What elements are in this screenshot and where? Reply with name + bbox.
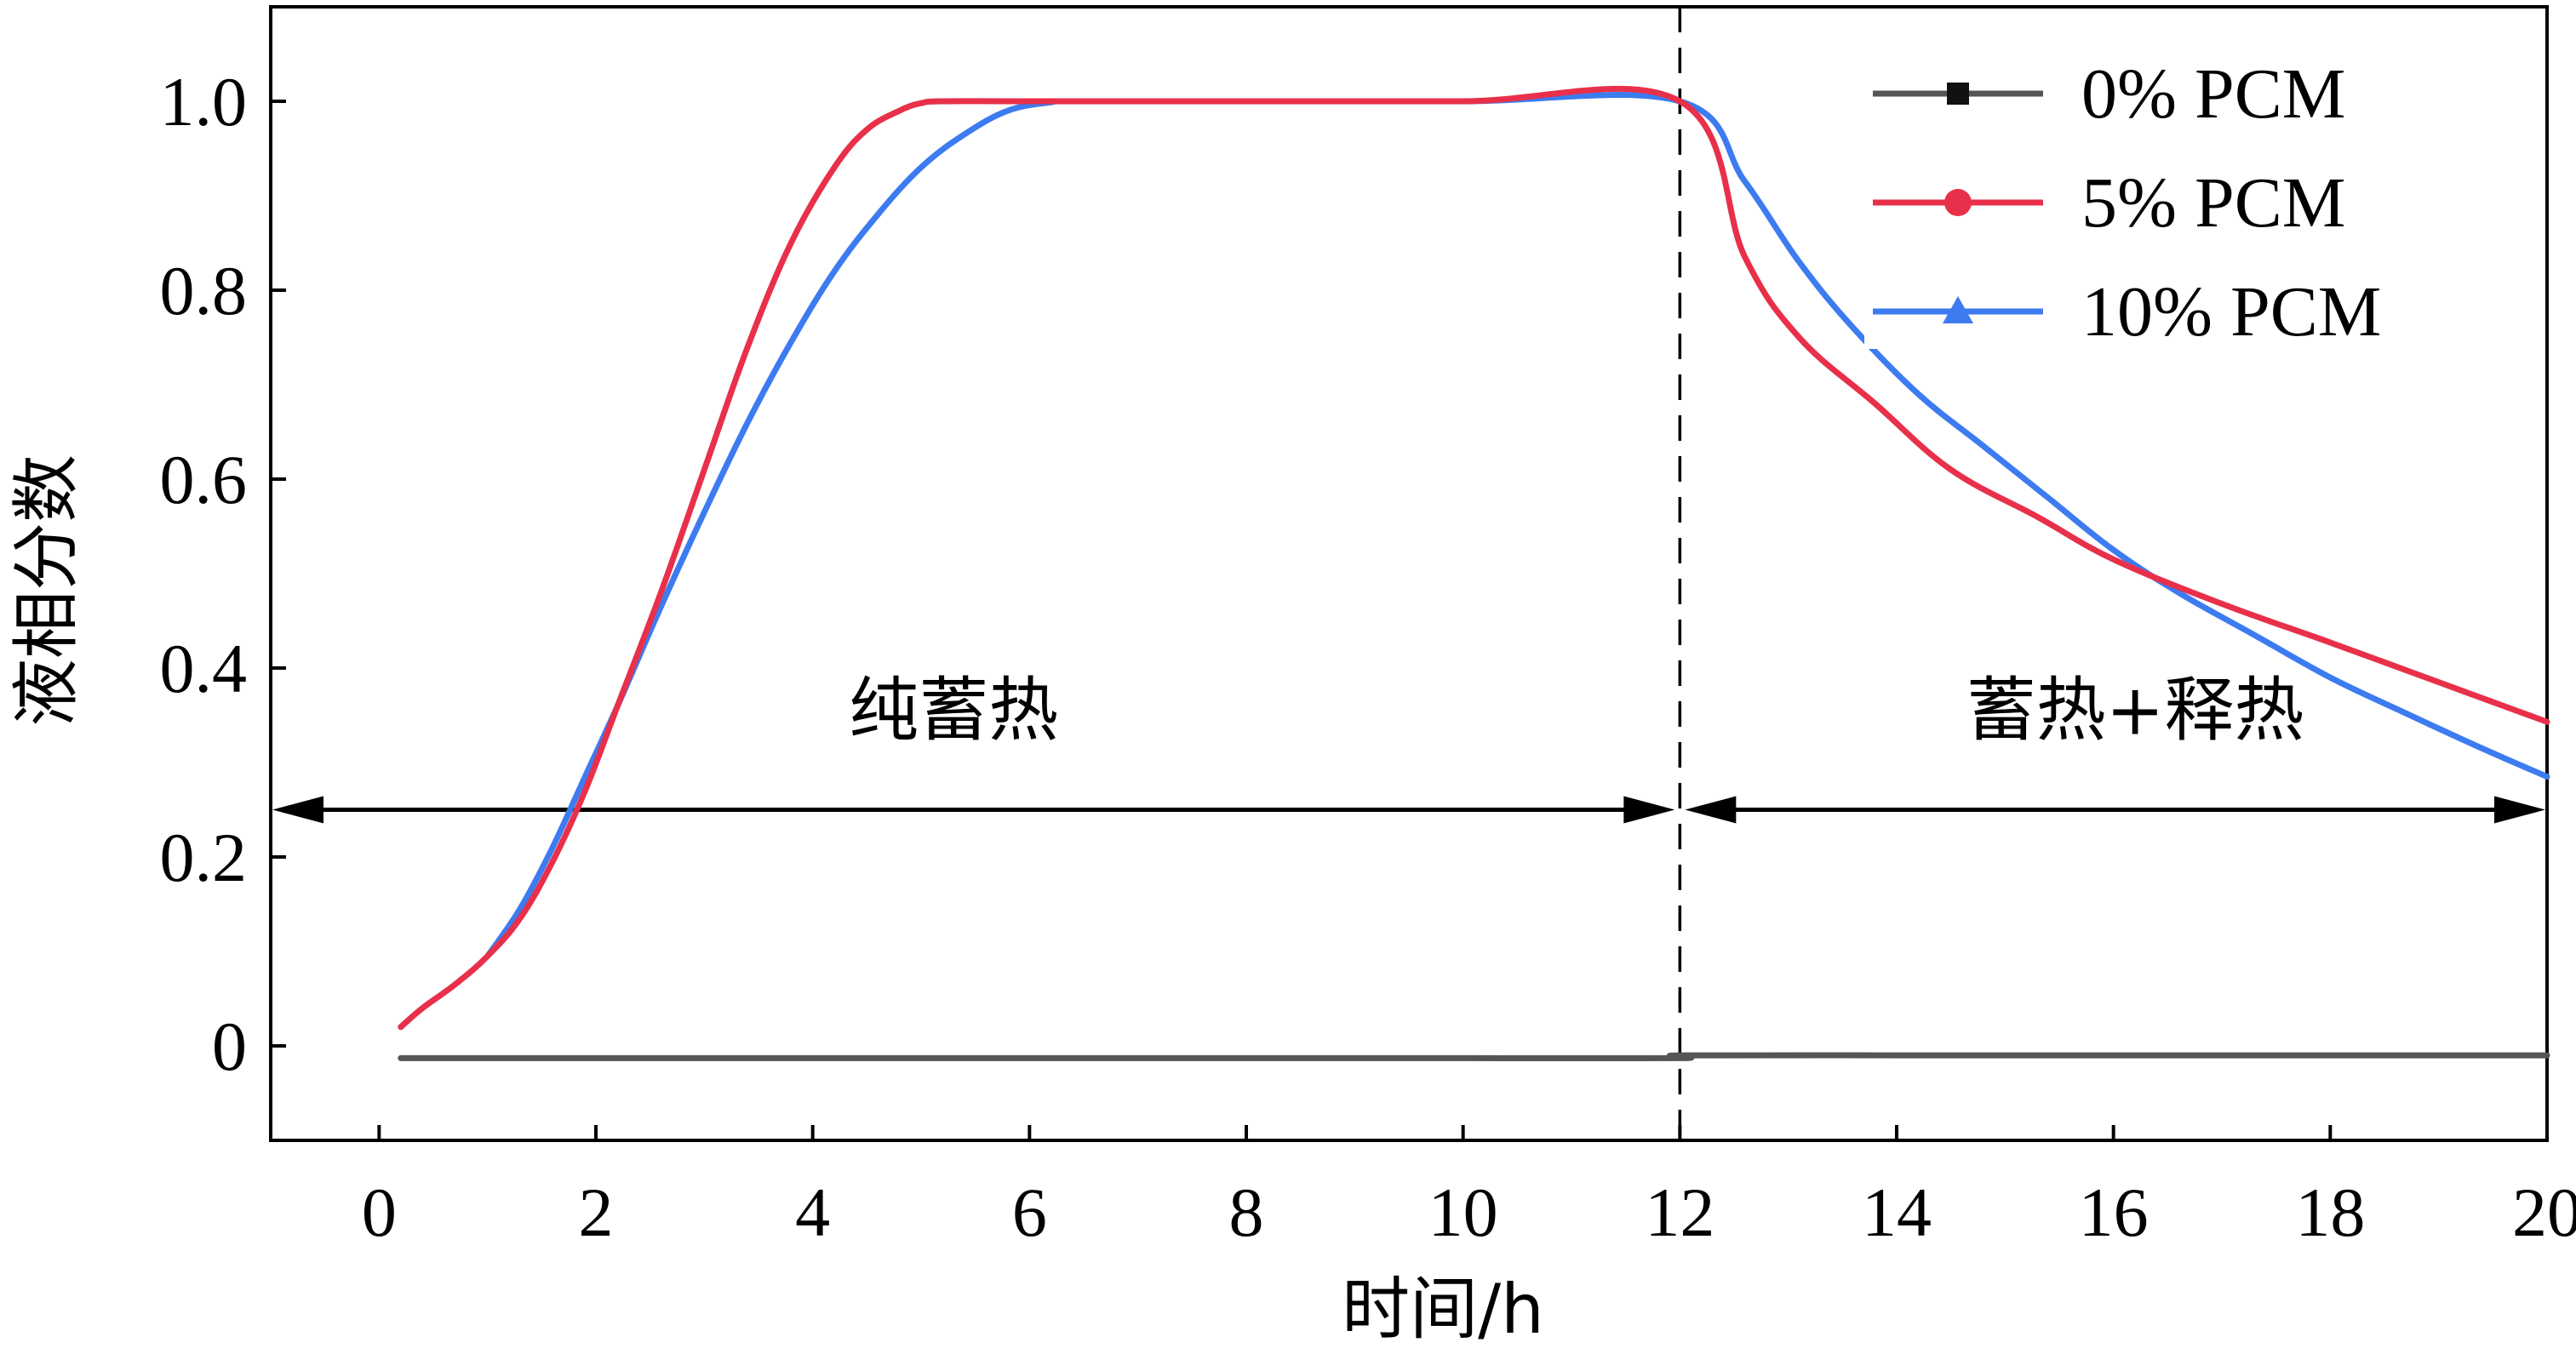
y-tick-label: 0.4 — [160, 630, 248, 707]
legend-item: 5% PCM — [1873, 163, 2345, 243]
x-tick-label: 16 — [2079, 1174, 2149, 1251]
x-tick-label: 6 — [1012, 1174, 1047, 1251]
y-tick-label: 0 — [212, 1008, 247, 1085]
annotations: 纯蓄热 蓄热+释热 — [272, 7, 2545, 1140]
arrowhead-left-icon — [272, 796, 323, 824]
series-line-0-pcm — [398, 1052, 2550, 1062]
y-axis-title: 液相分数 — [7, 454, 86, 727]
legend-background — [1864, 26, 2511, 349]
plot-frame — [269, 5, 2549, 1142]
x-tick-label: 12 — [1645, 1174, 1714, 1251]
legend: 0% PCM 5% PCM 10% PCM — [1864, 26, 2511, 351]
x-axis-title: 时间/h — [1342, 1270, 1544, 1348]
y-axis: 0 0.2 0.4 0.6 0.8 1.0 — [160, 63, 286, 1085]
y-tick-label: 0.6 — [160, 441, 248, 518]
x-tick-label: 0 — [362, 1174, 397, 1251]
triangle-marker-icon — [1943, 296, 1973, 323]
x-tick-label: 14 — [1862, 1174, 1932, 1251]
arrowhead-right-icon — [2494, 796, 2545, 824]
right-region-label: 蓄热+释热 — [1966, 671, 2304, 751]
series-line-5-pcm — [398, 85, 2550, 1031]
legend-label: 5% PCM — [2081, 163, 2345, 243]
y-tick-label: 1.0 — [160, 63, 248, 140]
y-tick-label: 0.8 — [160, 252, 248, 329]
arrowhead-right-icon — [1623, 796, 1675, 824]
x-tick-label: 18 — [2295, 1174, 2365, 1251]
right-region-arrow — [1685, 796, 2545, 824]
series-layer — [398, 85, 2550, 1062]
circle-marker-icon — [1944, 189, 1972, 216]
arrowhead-left-icon — [1685, 796, 1737, 824]
x-axis: 0 2 4 6 8 10 12 14 16 18 20 — [362, 1125, 2576, 1251]
left-region-label: 纯蓄热 — [849, 671, 1058, 751]
legend-item: 0% PCM — [1873, 54, 2345, 134]
x-tick-label: 10 — [1428, 1174, 1498, 1251]
legend-label: 0% PCM — [2081, 54, 2345, 134]
legend-label: 10% PCM — [2081, 272, 2381, 351]
left-region-arrow — [272, 796, 1675, 824]
square-marker-icon — [1947, 83, 1969, 105]
x-tick-label: 4 — [795, 1174, 830, 1251]
x-tick-label: 2 — [579, 1174, 614, 1251]
y-tick-label: 0.2 — [160, 819, 248, 896]
legend-item: 10% PCM — [1873, 272, 2381, 351]
x-tick-label: 8 — [1229, 1174, 1264, 1251]
x-tick-label: 20 — [2512, 1174, 2576, 1251]
